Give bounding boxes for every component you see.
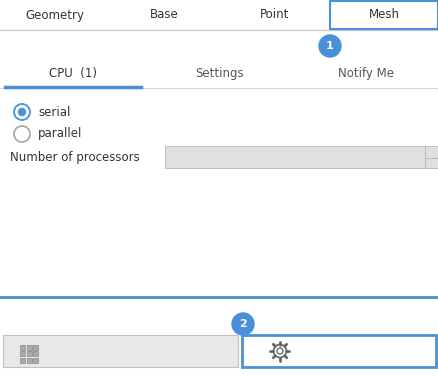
Bar xyxy=(27,357,32,363)
Bar xyxy=(165,146,424,168)
Text: −: − xyxy=(430,159,437,168)
Bar xyxy=(424,146,438,168)
Text: Mesh: Mesh xyxy=(368,9,399,21)
Text: Base: Base xyxy=(150,9,179,21)
Text: 2: 2 xyxy=(173,153,180,163)
Text: Settings: Settings xyxy=(195,66,243,80)
Bar xyxy=(329,1,437,29)
Bar xyxy=(241,335,435,367)
Circle shape xyxy=(231,313,254,335)
Text: Restore Previous Mesh: Restore Previous Mesh xyxy=(66,345,199,357)
Text: CPU  (1): CPU (1) xyxy=(49,66,97,80)
Text: +: + xyxy=(430,148,436,157)
Bar xyxy=(33,351,39,356)
Bar xyxy=(21,345,25,349)
Bar xyxy=(21,357,25,363)
Bar xyxy=(21,351,25,356)
Text: serial: serial xyxy=(38,106,70,118)
Bar xyxy=(27,345,32,349)
Text: 2: 2 xyxy=(239,319,246,329)
Text: Number of processors: Number of processors xyxy=(10,152,139,164)
Bar xyxy=(33,357,39,363)
Text: Notify Me: Notify Me xyxy=(337,66,393,80)
Bar xyxy=(3,335,237,367)
Circle shape xyxy=(18,109,25,115)
Circle shape xyxy=(318,35,340,57)
Bar xyxy=(27,351,32,356)
Bar xyxy=(33,345,39,349)
Text: 1: 1 xyxy=(325,41,333,51)
Text: parallel: parallel xyxy=(38,127,82,141)
Text: Point: Point xyxy=(259,9,288,21)
Text: Mesh: Mesh xyxy=(334,345,367,357)
Text: Geometry: Geometry xyxy=(25,9,84,21)
